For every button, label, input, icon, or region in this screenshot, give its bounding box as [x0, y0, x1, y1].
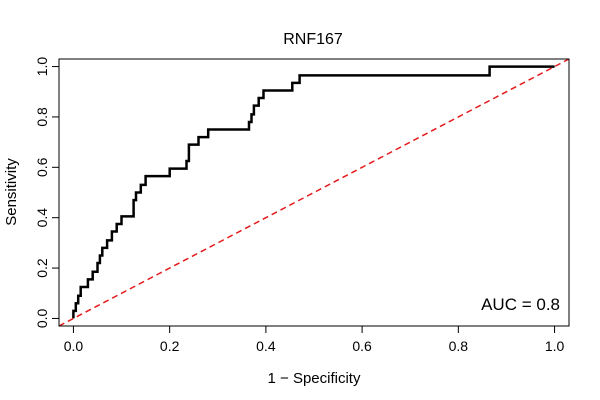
plot-area	[58, 58, 570, 327]
x-tick-label: 1.0	[545, 338, 565, 354]
x-tick-label: 0.4	[256, 338, 276, 354]
auc-annotation: AUC = 0.8	[481, 295, 560, 314]
x-tick-label: 0.2	[160, 338, 180, 354]
x-tick-label: 0.8	[449, 338, 469, 354]
plot-frame	[58, 58, 570, 327]
x-tick-label: 0.0	[64, 338, 84, 354]
x-axis-title: 1 − Specificity	[268, 370, 361, 387]
y-tick-label: 0.4	[34, 208, 50, 228]
y-axis-title: Sensitivity	[3, 158, 20, 226]
roc-curve	[72, 65, 555, 319]
y-tick-label: 0.6	[34, 157, 50, 177]
y-tick-label: 0.2	[34, 258, 50, 278]
x-tick-label: 0.6	[352, 338, 372, 354]
y-tick-label: 0.0	[34, 309, 50, 329]
x-axis: 0.0 0.2 0.4 0.6 0.8 1.0	[64, 325, 565, 354]
y-axis: 0.0 0.2 0.4 0.6 0.8 1.0	[34, 57, 60, 329]
y-tick-label: 1.0	[34, 57, 50, 77]
y-tick-label: 0.8	[34, 107, 50, 127]
chart-title: RNF167	[283, 31, 343, 48]
reference-diagonal	[58, 58, 570, 327]
